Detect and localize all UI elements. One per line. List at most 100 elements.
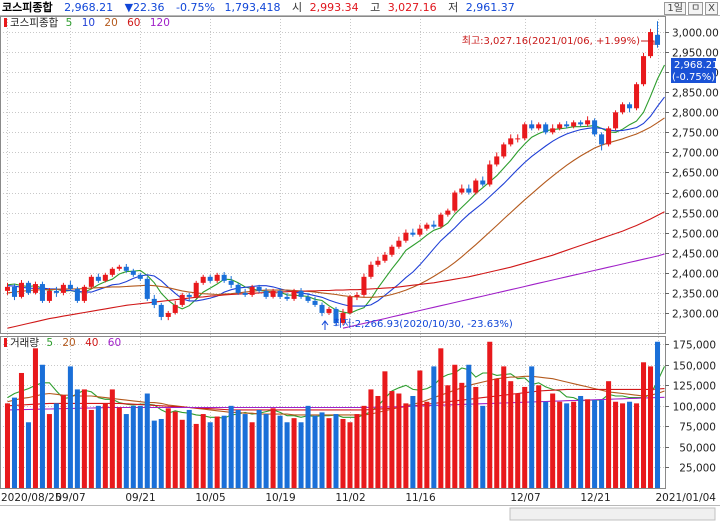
price-tick-label: 2,750.00	[672, 128, 719, 140]
volume-bar	[249, 422, 255, 488]
candle-body	[557, 124, 563, 129]
candle-body	[123, 266, 129, 271]
volume-bars	[4, 341, 661, 488]
volume-bar	[235, 409, 241, 488]
time-tick-label: 09/21	[125, 492, 155, 504]
volume-bar	[319, 412, 325, 488]
candle-body	[291, 290, 297, 299]
volume-bar	[305, 405, 311, 488]
volume-bar	[508, 381, 514, 488]
candle-body	[361, 276, 367, 295]
candle-body	[11, 286, 18, 297]
candle-body	[228, 280, 234, 285]
volume-bar	[32, 348, 38, 488]
volume-bar	[109, 389, 115, 488]
volume-bar	[592, 400, 598, 488]
candle-body	[270, 290, 276, 297]
candle-body	[277, 290, 283, 297]
candle-body	[137, 274, 143, 279]
volume-bar	[564, 403, 570, 488]
candle-body	[249, 286, 255, 295]
period-button[interactable]: 1일	[664, 2, 686, 15]
volume-bar	[606, 381, 612, 488]
volume-bar	[354, 414, 360, 488]
legend-vma5: 5	[46, 337, 53, 349]
candle-body	[599, 134, 605, 145]
candle-body	[256, 286, 262, 291]
candle-body	[410, 232, 416, 235]
time-tick-label: 11/02	[335, 492, 365, 504]
candle-body	[193, 282, 199, 297]
candle-body	[116, 266, 122, 269]
candle-body	[473, 180, 479, 193]
volume-bar	[158, 418, 164, 488]
price-tick-label: 2,600.00	[672, 189, 719, 201]
volume-bar	[529, 366, 535, 488]
volume-bar	[179, 419, 185, 488]
volume-bar	[326, 418, 332, 488]
volume-bar	[550, 393, 556, 488]
volume-bar	[18, 372, 24, 488]
current-price: 2,968.21	[64, 1, 114, 14]
volume-bar	[557, 401, 563, 488]
price-tick-label: 2,950.00	[672, 48, 719, 60]
legend-vma60: 60	[108, 337, 121, 349]
volume-bar	[144, 393, 150, 488]
candle-body	[515, 138, 521, 140]
volume-tick-label: 125,000	[673, 381, 716, 393]
candle-body	[647, 32, 654, 57]
volume-tick-label: 75,000	[679, 422, 716, 434]
legend-vma40: 40	[85, 337, 98, 349]
candle-body	[382, 254, 388, 261]
price-tick-label: 2,500.00	[672, 229, 719, 241]
volume-bar	[130, 405, 136, 488]
volume-bar	[39, 364, 45, 488]
candle-body	[564, 124, 570, 127]
candle-body	[221, 274, 227, 281]
volume-bar	[417, 370, 423, 488]
close-button[interactable]: X	[705, 2, 718, 15]
high-label: 고	[370, 1, 381, 14]
candle-body	[452, 192, 458, 211]
price-tick-label: 2,550.00	[672, 209, 719, 221]
volume-bar	[515, 393, 521, 488]
low-label: 저	[448, 1, 459, 14]
candle-body	[25, 282, 31, 293]
candle-body	[529, 124, 535, 129]
volume-value: 1,793,418	[224, 1, 281, 14]
candle-body	[165, 312, 171, 317]
candle-body	[326, 308, 332, 313]
candle-body	[130, 270, 136, 275]
candle-body	[368, 264, 374, 277]
candle-body	[95, 276, 101, 281]
quote-header: 코스피종합 2,968.21 ▼22.36 -0.75% 1,793,418 시…	[0, 0, 720, 16]
candle-body	[424, 224, 430, 229]
candle-body	[641, 56, 647, 85]
window-controls: 1일 ㅁ X	[662, 1, 718, 15]
legend-vma20: 20	[62, 337, 75, 349]
price-tick-label: 2,700.00	[672, 148, 719, 160]
volume-bar	[431, 366, 437, 488]
price-ma-10	[7, 96, 665, 307]
volume-bar	[634, 403, 640, 488]
maximize-button[interactable]: ㅁ	[687, 2, 704, 15]
price-legend-marker	[4, 18, 7, 27]
volume-bar	[501, 366, 507, 488]
volume-bar	[536, 385, 542, 488]
volume-bar	[599, 400, 605, 488]
candle-body	[445, 210, 451, 215]
volume-legend: 거래량 5 20 40 60	[4, 337, 121, 349]
volume-bar	[270, 408, 276, 488]
volume-bar	[11, 397, 18, 488]
price-change: ▼22.36	[124, 1, 165, 14]
candle-body	[627, 104, 633, 109]
candle-body	[242, 292, 248, 295]
panel-frames	[0, 16, 720, 521]
candle-body	[235, 284, 241, 293]
volume-bar	[186, 409, 192, 488]
candle-body	[550, 128, 556, 133]
candle-body	[487, 164, 493, 185]
high-annotation-text: 최고:3,027.16(2021/01/06, +1.99%)	[462, 35, 640, 47]
price-tick-label: 2,650.00	[672, 168, 719, 180]
